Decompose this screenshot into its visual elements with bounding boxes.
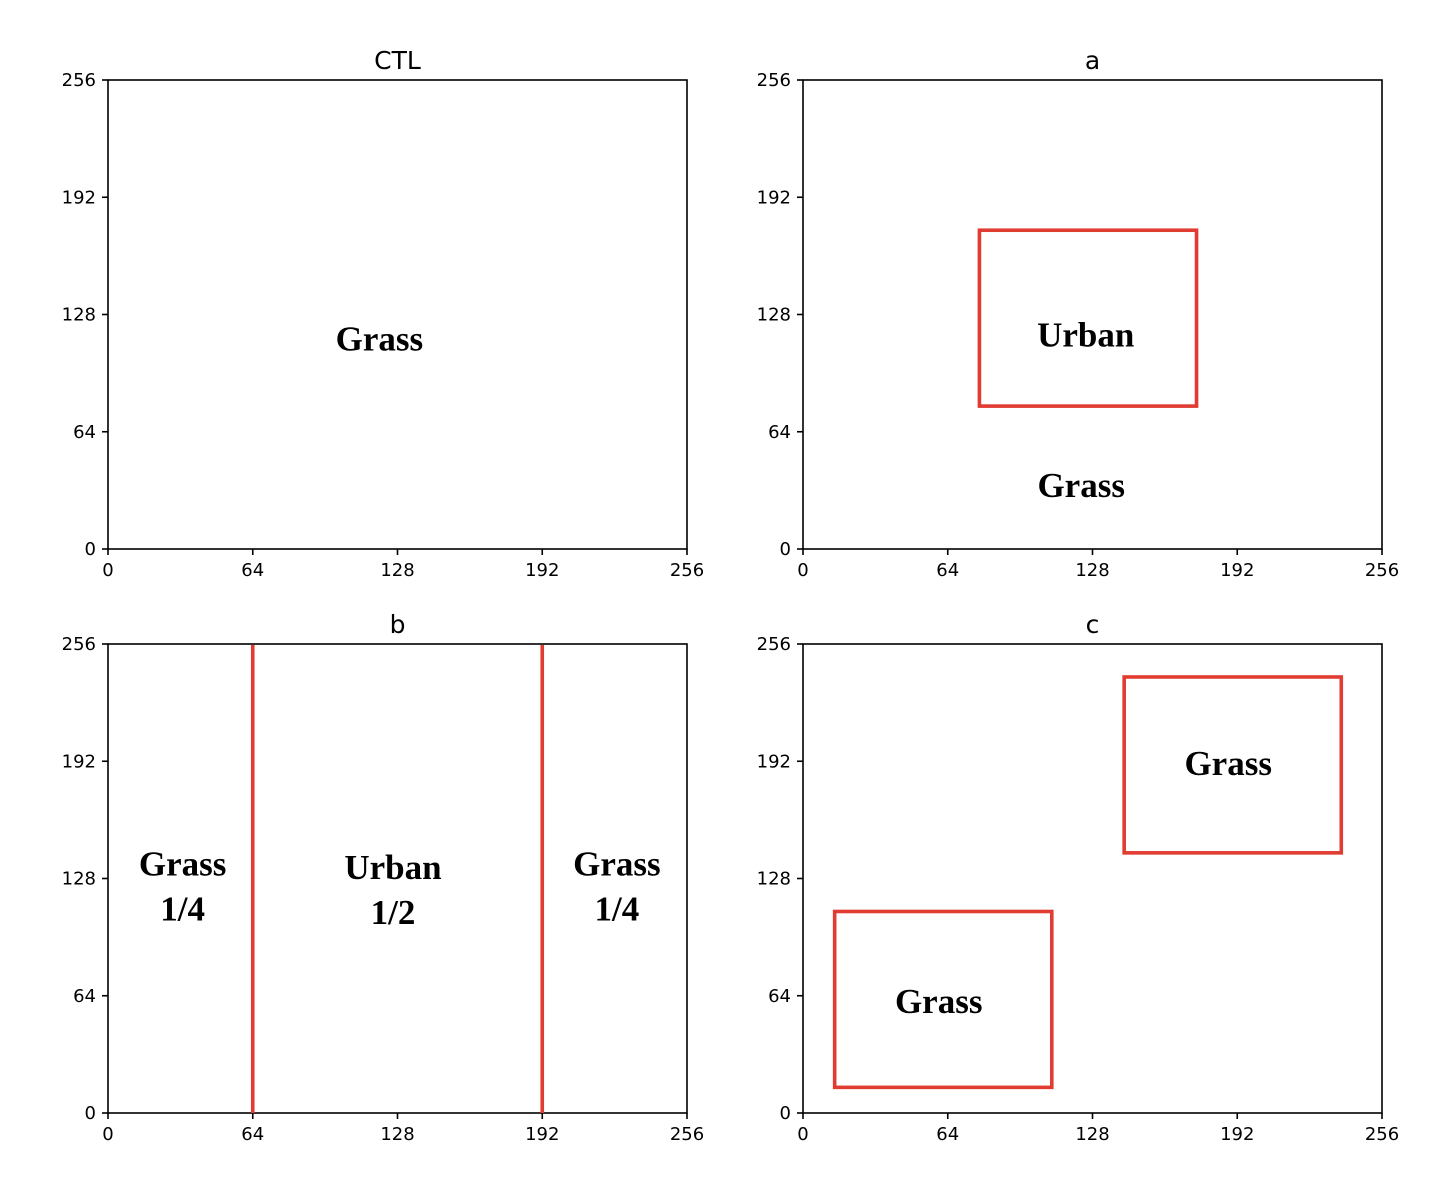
y-tick-label: 256 <box>757 70 791 91</box>
x-tick-label: 128 <box>380 1124 414 1145</box>
y-tick-label: 128 <box>62 869 96 890</box>
y-tick-label: 64 <box>73 986 96 1007</box>
axes-frame <box>802 643 1383 1114</box>
y-tick-label: 64 <box>73 422 96 443</box>
y-tick-label: 128 <box>757 305 791 326</box>
region-label: 1/4 <box>160 889 205 928</box>
region-label: Urban <box>344 848 441 887</box>
x-tick-label: 0 <box>102 560 113 581</box>
region-label: Grass <box>895 982 983 1021</box>
y-tick-label: 192 <box>62 187 96 208</box>
region-label: 1/2 <box>371 893 416 932</box>
panel-c: c 0 64 128 192 256 0 64 128 192 256 Grass Grass <box>757 610 1400 1145</box>
y-tick-label: 128 <box>757 869 791 890</box>
y-tick-label: 256 <box>62 70 96 91</box>
panel-title: a <box>1085 46 1100 75</box>
x-tick-label: 0 <box>102 1124 113 1145</box>
y-tick-label: 0 <box>85 1103 96 1124</box>
region-boundary-box <box>832 909 1054 1090</box>
x-tick-label: 128 <box>1075 560 1109 581</box>
x-tick-label: 192 <box>525 560 559 581</box>
panel-title: CTL <box>374 46 421 75</box>
x-tick-label: 256 <box>670 560 704 581</box>
region-label: Grass <box>1184 744 1272 783</box>
x-tick-label: 256 <box>1365 1124 1399 1145</box>
region-label: Grass <box>336 319 424 358</box>
region-label: Grass <box>139 844 227 883</box>
x-tick-label: 0 <box>797 560 808 581</box>
x-tick-label: 64 <box>936 560 959 581</box>
y-tick-label: 192 <box>757 751 791 772</box>
y-tick-label: 64 <box>768 986 791 1007</box>
y-tick-label: 0 <box>780 1103 791 1124</box>
y-tick-label: 256 <box>62 634 96 655</box>
x-tick-label: 192 <box>1220 560 1254 581</box>
y-tick-label: 192 <box>62 751 96 772</box>
region-boundary-box <box>1122 675 1344 855</box>
panel-CTL: CTL 0 64 128 192 256 0 64 128 192 256 Grass <box>62 46 705 581</box>
panel-b: b 0 64 128 192 256 0 64 128 192 256 Grass 1/4 Urban 1/… <box>62 610 705 1145</box>
x-tick-label: 64 <box>241 1124 264 1145</box>
y-tick-label: 0 <box>85 539 96 560</box>
y-tick-label: 128 <box>62 305 96 326</box>
x-tick-label: 0 <box>797 1124 808 1145</box>
x-tick-label: 256 <box>670 1124 704 1145</box>
x-tick-label: 64 <box>241 560 264 581</box>
region-boundary-box <box>977 228 1199 408</box>
y-tick-label: 64 <box>768 422 791 443</box>
panel-title: b <box>390 610 406 639</box>
x-tick-label: 128 <box>1075 1124 1109 1145</box>
x-tick-label: 192 <box>525 1124 559 1145</box>
x-tick-label: 256 <box>1365 560 1399 581</box>
panel-title: c <box>1086 610 1100 639</box>
y-tick-label: 256 <box>757 634 791 655</box>
x-tick-label: 192 <box>1220 1124 1254 1145</box>
y-tick-label: 0 <box>780 539 791 560</box>
region-label: Grass <box>1037 466 1125 505</box>
y-tick-label: 192 <box>757 187 791 208</box>
x-tick-label: 64 <box>936 1124 959 1145</box>
region-label: Grass <box>573 844 661 883</box>
region-label: 1/4 <box>595 889 640 928</box>
x-tick-label: 128 <box>380 560 414 581</box>
region-label: Urban <box>1037 316 1134 355</box>
panel-a: a 0 64 128 192 256 0 64 128 192 256 Urban Grass <box>757 46 1400 581</box>
axes-frame <box>107 79 688 550</box>
